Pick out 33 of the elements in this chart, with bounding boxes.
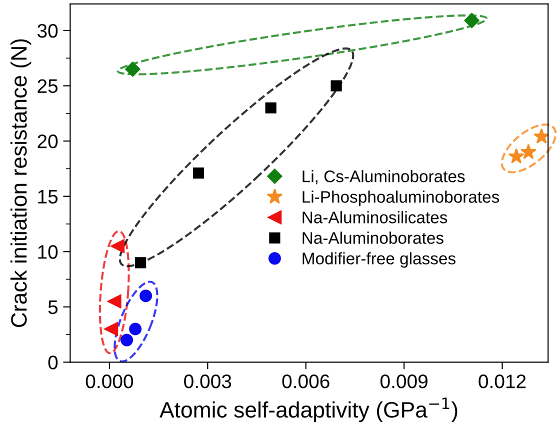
point — [107, 294, 122, 308]
point — [192, 168, 204, 179]
point — [508, 148, 524, 164]
legend-label: Modifier-free glasses — [302, 252, 456, 268]
y-tick-label: 30 — [37, 24, 58, 38]
y-tick-label: 5 — [48, 300, 58, 314]
legend-label: Li-Phosphoaluminoborates — [302, 190, 500, 206]
y-tick-label: 0 — [48, 356, 58, 370]
legend-label: Na-Aluminoborates — [302, 232, 444, 244]
point — [140, 290, 152, 302]
y-tick-label: 15 — [38, 190, 58, 204]
point — [135, 257, 146, 268]
point — [120, 334, 134, 346]
y-tick-label: 20 — [38, 134, 58, 148]
y-tick-label: 10 — [38, 245, 58, 259]
x-axis-title: Atomic self-adaptivity (GPa$^{−1}$) — [160, 398, 458, 422]
point — [464, 12, 480, 28]
point — [104, 322, 118, 336]
x-tick-label: 0.000 — [86, 374, 134, 388]
point — [125, 62, 140, 77]
point — [330, 80, 342, 92]
x-tick-label: 0.003 — [184, 374, 232, 388]
legend-label: Na-Aluminosilicates — [302, 211, 448, 224]
y-tick-label: 25 — [38, 79, 58, 94]
x-tick-label: 0.012 — [478, 374, 526, 388]
point — [265, 102, 276, 114]
x-tick-label: 0.009 — [380, 374, 428, 388]
point — [110, 239, 125, 254]
legend-label: Li, Cs-Aluminoborates — [302, 170, 465, 184]
point — [129, 322, 142, 336]
x-tick-label: 0.006 — [282, 374, 330, 388]
y-axis-title: Crack initiation resistance (N) — [10, 39, 32, 328]
point — [534, 128, 548, 144]
